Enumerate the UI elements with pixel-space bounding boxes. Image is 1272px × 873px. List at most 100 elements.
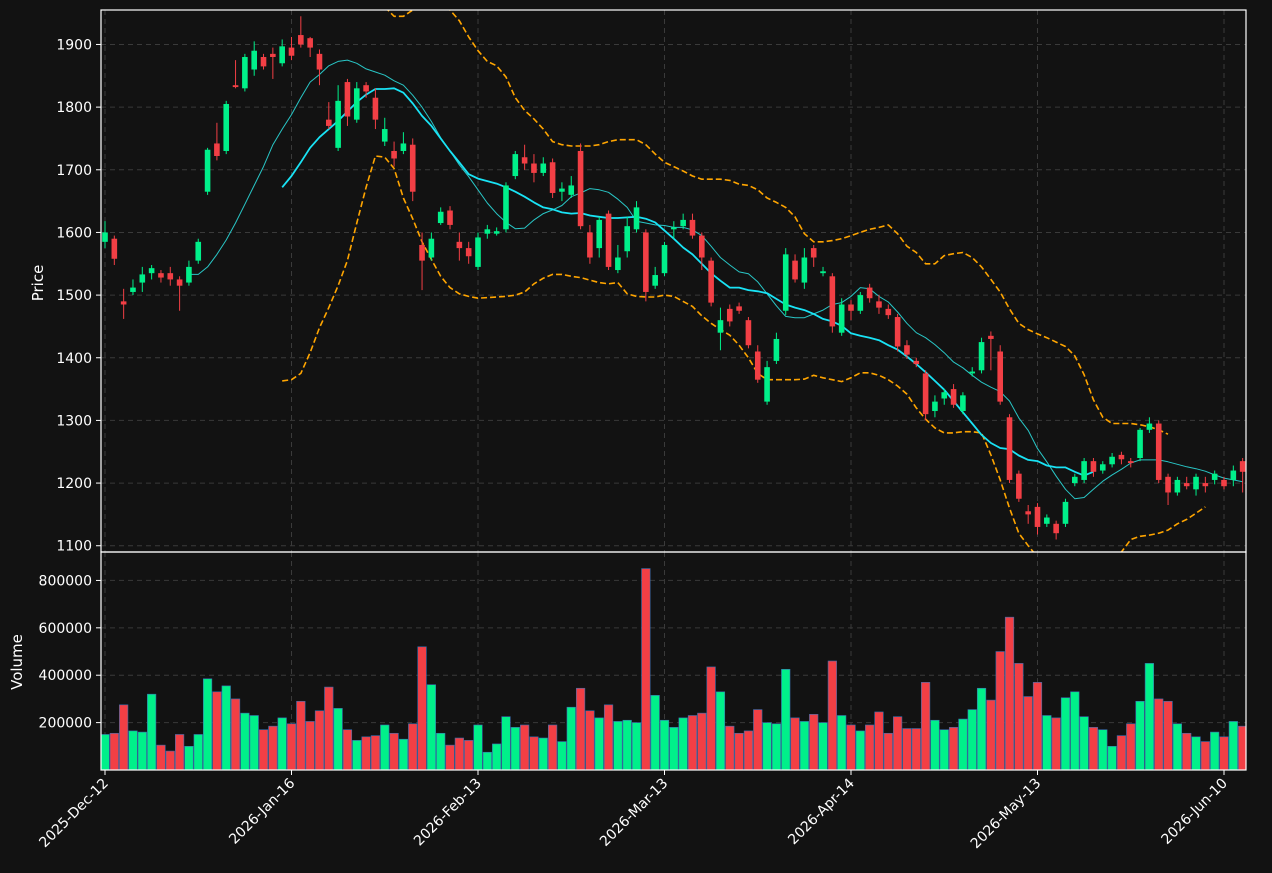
volume-bar [1032,682,1043,770]
volume-bar [445,744,455,770]
candle-body [512,154,519,177]
volume-bar [305,721,315,770]
candle-body [465,248,472,257]
candle-body [1193,476,1199,490]
candle-body [111,238,118,259]
volume-bar [641,568,651,770]
candle-body [428,238,435,258]
volume-bar [417,646,427,770]
price-tick-label: 1300 [56,413,92,429]
candle-body [316,53,323,70]
volume-bar [715,691,726,770]
volume-bar [482,751,492,770]
candle-body [680,219,686,227]
candle-body [876,301,882,308]
volume-bar [398,738,408,770]
candle-body [102,232,108,242]
candle-body [335,100,341,148]
candle-body [726,308,733,322]
candle-body [223,103,230,151]
volume-bar [771,723,781,770]
volume-bar [492,743,502,770]
volume-bar [165,750,175,770]
price-tick-label: 1500 [56,288,92,304]
candle-body [605,213,612,267]
volume-bar [874,711,884,770]
candle-body [568,185,575,195]
volume-bar [1200,741,1210,770]
volume-bar [855,730,865,770]
candle-body [204,149,211,192]
candle-body [326,119,332,126]
volume-bar [1182,732,1192,770]
candle-body [577,150,584,227]
candle-body [764,367,770,402]
volume-bar [1163,700,1173,770]
volume-bar [277,717,287,770]
candle-body [251,50,257,70]
volume-bar [631,722,642,770]
volume-bar [548,724,558,770]
candle-body [214,143,220,156]
candle-body [782,254,789,311]
volume-bar [361,736,371,770]
candle-body [848,304,854,311]
candle-body [419,244,425,261]
candle-body [717,320,724,333]
volume-bar [1116,735,1127,770]
candle-body [997,351,1003,402]
candle-body [1221,479,1227,487]
candle-body [1034,506,1041,527]
volume-y-axis: 200000 400000 600000 800000 [39,573,101,732]
candle-body [1211,473,1218,480]
volume-bar [1144,663,1154,770]
candle-body [1099,464,1106,471]
volume-bar [948,727,959,770]
price-tick-label: 1600 [56,225,92,241]
candle-body [307,38,313,48]
candle-body [829,276,836,327]
candle-body [615,257,621,271]
volume-bar [818,722,828,770]
candle-body [270,53,276,57]
volume-bar [883,732,893,770]
candle-body [1016,473,1022,499]
candle-body [988,335,994,339]
candle-body [857,295,864,311]
candle-body [363,85,369,92]
volume-bar [119,704,129,770]
sma-short-line [188,59,1243,500]
candle-body [503,185,509,230]
volume-bar [967,709,977,770]
candle-body [521,157,528,164]
candle-body [456,241,463,249]
volume-bar [790,717,800,770]
candle-body [773,338,780,361]
volume-bar [1172,723,1182,770]
price-tick-label: 1200 [56,476,92,492]
candle-body [409,144,416,192]
candle-body [176,279,183,286]
volume-bar [1079,716,1089,770]
price-tick-label: 1800 [56,100,92,116]
volume-bar [221,685,231,770]
volume-bar [286,723,297,770]
volume-bar [939,729,949,770]
candle-body [1165,476,1171,493]
candle-body [689,219,696,236]
candle-body [587,232,593,258]
bollinger-lower-line [282,155,1206,552]
volume-bar [147,693,157,770]
volume-bar [725,725,735,770]
volume-bar [921,682,931,770]
volume-bar [753,709,763,770]
candle-body [596,219,603,249]
candle-body [148,268,155,274]
volume-bar [529,736,539,770]
candle-body [1072,476,1078,484]
candle-body [559,188,565,192]
candle-body [978,342,985,371]
candle-body [1081,461,1087,480]
volume-bar [240,712,250,770]
candle-body [941,392,948,399]
